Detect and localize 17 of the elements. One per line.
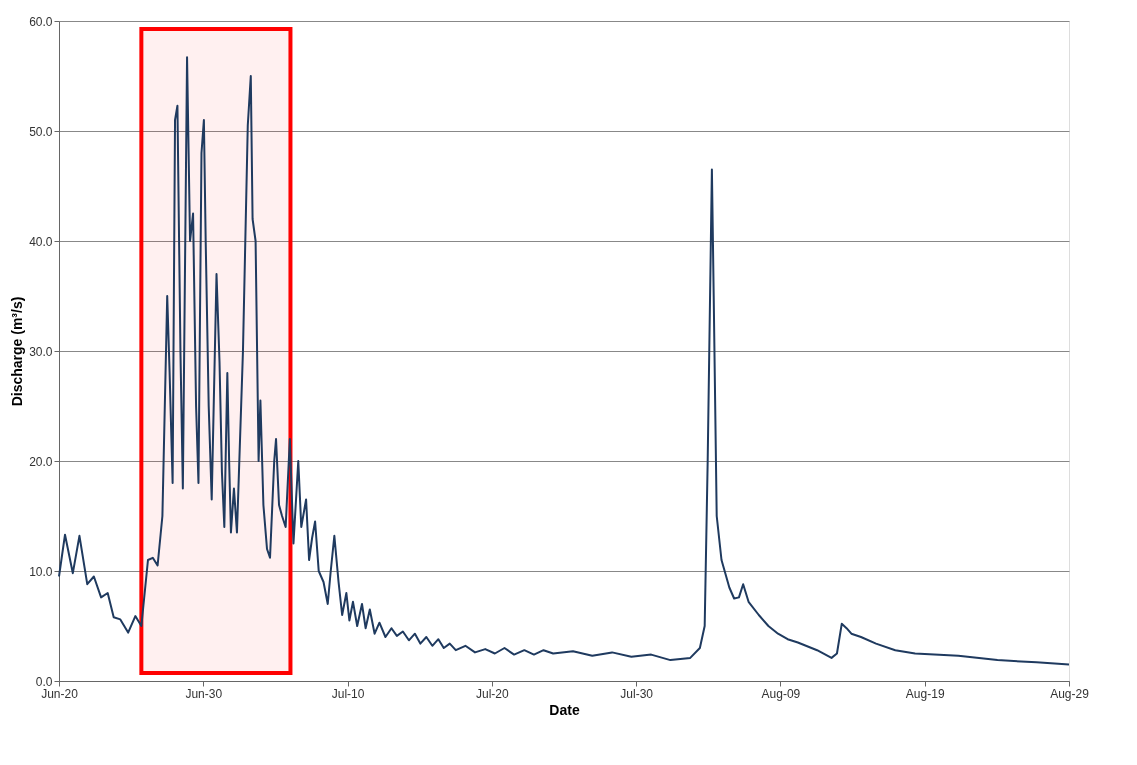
y-tick-label: 30.0	[29, 344, 53, 359]
y-tick-label: 0.0	[35, 674, 53, 689]
y-tick-label: 10.0	[29, 564, 53, 579]
x-tick-label: Jul-30	[620, 686, 654, 701]
y-axis-title: Discharge (m³/s)	[9, 296, 26, 407]
y-tick-label: 50.0	[29, 124, 53, 139]
x-tick-label: Aug-09	[761, 686, 801, 701]
y-tick-label: 20.0	[29, 454, 53, 469]
x-tick-label: Aug-29	[1050, 686, 1090, 701]
x-tick-label: Jun-30	[185, 686, 223, 701]
x-tick-label: Jul-10	[331, 686, 365, 701]
x-tick-label: Jul-20	[476, 686, 510, 701]
x-tick-label: Jun-20	[41, 686, 79, 701]
x-tick-label: Aug-19	[905, 686, 945, 701]
y-tick-label: 40.0	[29, 234, 53, 249]
y-tick-label: 60.0	[29, 14, 53, 29]
x-axis-title: Date	[549, 701, 580, 718]
